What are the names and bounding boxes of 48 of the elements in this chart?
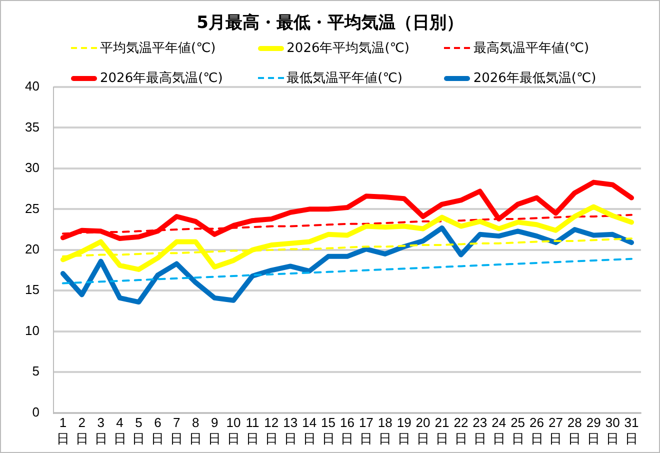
x-tick-label: 18日 [378, 415, 392, 446]
x-tick-label: 14日 [302, 415, 317, 446]
x-tick-label: 27日 [548, 415, 563, 446]
x-tick-label: 4日 [113, 415, 126, 446]
legend-label: 2026年平均気温(℃) [286, 40, 410, 57]
x-tick-label: 24日 [492, 415, 506, 446]
x-tick-label: 23日 [472, 415, 488, 446]
legend-label: 最低気温平年値(℃) [286, 70, 402, 87]
x-tick-label: 9日 [208, 415, 222, 446]
x-tick-label: 21日 [434, 415, 450, 446]
legend-label: 2026年最低気温(℃) [473, 70, 596, 87]
y-tick-label: 25 [24, 200, 40, 216]
x-tick-label: 28日 [567, 415, 582, 446]
x-tick-label: 11日 [246, 415, 260, 446]
x-tick-label: 8日 [189, 415, 202, 446]
y-tick-label: 10 [24, 322, 40, 338]
x-tick-label: 20日 [416, 415, 430, 446]
legend-label: 2026年最高気温(℃) [100, 70, 223, 87]
x-tick-label: 3日 [94, 415, 108, 446]
x-tick-label: 17日 [358, 415, 374, 446]
x-tick-label: 22日 [454, 415, 468, 446]
legend-label: 最高気温平年値(℃) [473, 40, 590, 57]
x-tick-label: 6日 [151, 415, 164, 446]
y-tick-label: 40 [24, 78, 40, 94]
legend-label: 平均気温平年値(℃) [100, 40, 216, 57]
x-tick-label: 16日 [340, 415, 354, 446]
x-tick-label: 10日 [226, 415, 241, 446]
y-tick-label: 30 [24, 160, 40, 176]
line-series [62, 258, 633, 284]
x-tick-label: 25日 [510, 415, 526, 446]
y-tick-label: 20 [24, 241, 40, 256]
x-tick-label: 31日 [624, 415, 639, 446]
x-tick-label: 1日 [56, 415, 70, 446]
x-tick-label: 19日 [396, 415, 412, 446]
x-tick-label: 2日 [75, 415, 88, 446]
x-tick-label: 26日 [530, 415, 544, 446]
y-tick-label: 35 [24, 119, 40, 134]
x-tick-label: 15日 [321, 415, 336, 446]
chart-title: 5月最高・最低・平均気温（日別） [196, 12, 464, 34]
x-tick-label: 12日 [264, 415, 279, 446]
x-tick-label: 7日 [170, 415, 184, 446]
y-tick-label: 5 [32, 364, 40, 379]
y-tick-label: 15 [24, 282, 40, 298]
y-tick-label: 0 [32, 404, 40, 420]
x-tick-label: 5日 [132, 415, 146, 446]
x-tick-label: 29日 [586, 415, 601, 446]
x-tick-label: 30日 [605, 415, 620, 446]
x-tick-label: 13日 [283, 415, 298, 446]
